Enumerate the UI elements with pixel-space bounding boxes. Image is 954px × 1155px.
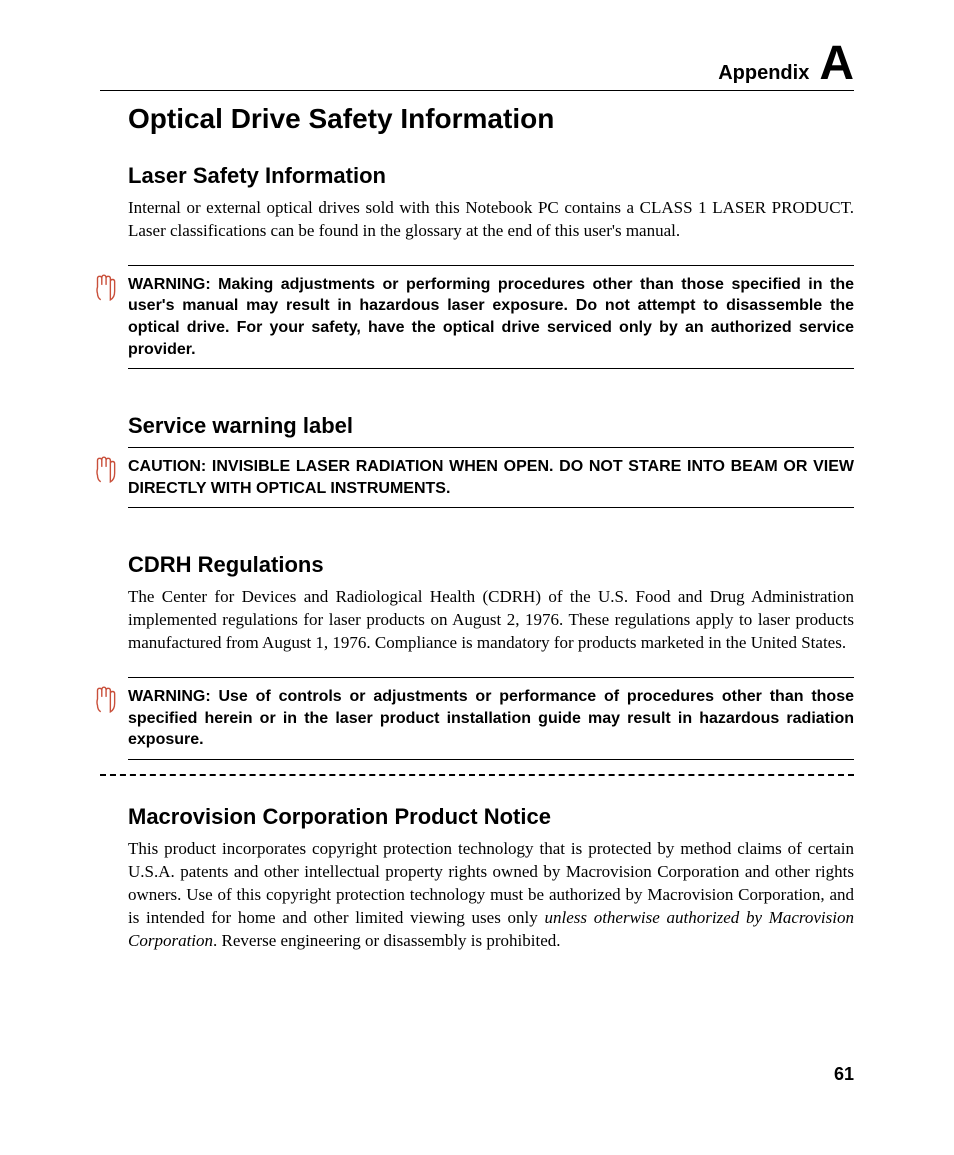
dashed-divider <box>100 774 854 776</box>
warning-block-service: CAUTION: INVISIBLE LASER RADIATION WHEN … <box>128 447 854 508</box>
warning-hand-icon <box>92 454 118 484</box>
body-laser-safety: Internal or external optical drives sold… <box>128 197 854 243</box>
warning-block-laser: WARNING: Making adjustments or performin… <box>128 265 854 369</box>
heading-cdrh: CDRH Regulations <box>128 552 854 578</box>
warning-text-cdrh: WARNING: Use of controls or adjustments … <box>128 686 854 751</box>
warning-text-laser: WARNING: Making adjustments or performin… <box>128 274 854 360</box>
warning-text-service: CAUTION: INVISIBLE LASER RADIATION WHEN … <box>128 456 854 499</box>
macrovision-post: . Reverse engineering or disassembly is … <box>213 931 560 950</box>
page-number: 61 <box>834 1064 854 1085</box>
heading-laser-safety: Laser Safety Information <box>128 163 854 189</box>
heading-service-warning: Service warning label <box>128 413 854 439</box>
body-macrovision: This product incorporates copyright prot… <box>128 838 854 953</box>
heading-macrovision: Macrovision Corporation Product Notice <box>128 804 854 830</box>
appendix-letter: A <box>819 40 854 88</box>
appendix-label: Appendix <box>718 62 809 85</box>
warning-hand-icon <box>92 684 118 714</box>
page-title: Optical Drive Safety Information <box>128 103 854 135</box>
appendix-header: Appendix A <box>100 40 854 91</box>
warning-block-cdrh: WARNING: Use of controls or adjustments … <box>128 677 854 760</box>
body-cdrh: The Center for Devices and Radiological … <box>128 586 854 655</box>
warning-hand-icon <box>92 272 118 302</box>
